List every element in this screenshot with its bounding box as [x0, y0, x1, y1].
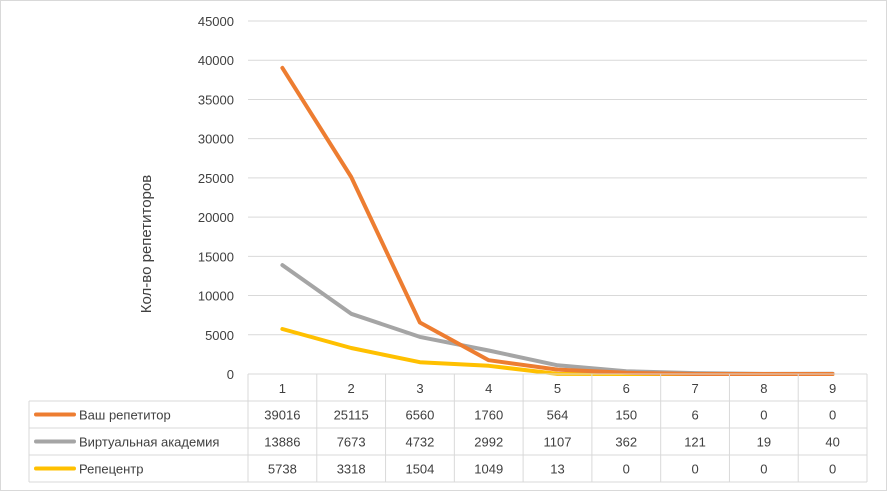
data-table-value: 0 — [829, 462, 836, 477]
x-tick-label: 1 — [279, 381, 286, 396]
data-table-value: 5738 — [268, 462, 297, 477]
data-table-value: 3318 — [337, 462, 366, 477]
y-tick-label: 0 — [227, 367, 234, 382]
data-table-value: 0 — [829, 408, 836, 423]
data-table-value: 1049 — [474, 462, 503, 477]
data-table-value: 121 — [684, 435, 706, 450]
y-tick-label: 45000 — [198, 14, 234, 29]
y-tick-label: 35000 — [198, 92, 234, 107]
legend-label: Виртуальная академия — [79, 435, 219, 450]
data-table-value: 6560 — [405, 408, 434, 423]
data-table-value: 1760 — [474, 408, 503, 423]
data-table-value: 0 — [760, 408, 767, 423]
data-table-value: 19 — [757, 435, 771, 450]
data-table-value: 564 — [547, 408, 569, 423]
y-tick-label: 15000 — [198, 249, 234, 264]
x-tick-label: 7 — [691, 381, 698, 396]
data-table-value: 13886 — [264, 435, 300, 450]
data-table-value: 150 — [615, 408, 637, 423]
data-table-value: 0 — [691, 462, 698, 477]
x-tick-label: 5 — [554, 381, 561, 396]
legend-label: Ваш репетитор — [79, 408, 171, 423]
data-table-value: 0 — [760, 462, 767, 477]
x-tick-label: 4 — [485, 381, 492, 396]
x-tick-label: 6 — [623, 381, 630, 396]
data-table-value: 40 — [825, 435, 839, 450]
y-tick-label: 40000 — [198, 53, 234, 68]
data-table-value: 1504 — [405, 462, 434, 477]
data-table-value: 1107 — [544, 435, 572, 450]
legend-label: Репецентр — [79, 462, 144, 477]
series-line — [280, 263, 835, 376]
series-line — [280, 65, 835, 376]
x-tick-label: 8 — [760, 381, 767, 396]
y-tick-label: 20000 — [198, 210, 234, 225]
data-table-value: 4732 — [405, 435, 434, 450]
data-table-value: 0 — [623, 462, 630, 477]
data-table-value: 7673 — [337, 435, 366, 450]
y-tick-label: 5000 — [205, 328, 234, 343]
x-tick-label: 3 — [416, 381, 423, 396]
y-tick-label: 30000 — [198, 132, 234, 147]
data-table-value: 2992 — [474, 435, 503, 450]
data-table-value: 13 — [550, 462, 564, 477]
data-table-value: 39016 — [264, 408, 300, 423]
data-table-value: 6 — [691, 408, 698, 423]
y-tick-label: 10000 — [198, 289, 234, 304]
data-table-value: 25115 — [334, 408, 369, 423]
x-tick-label: 2 — [348, 381, 355, 396]
data-table-value: 362 — [615, 435, 637, 450]
y-axis-title: Кол-во репетиторов — [138, 175, 155, 313]
y-tick-label: 25000 — [198, 171, 234, 186]
x-tick-label: 9 — [829, 381, 836, 396]
